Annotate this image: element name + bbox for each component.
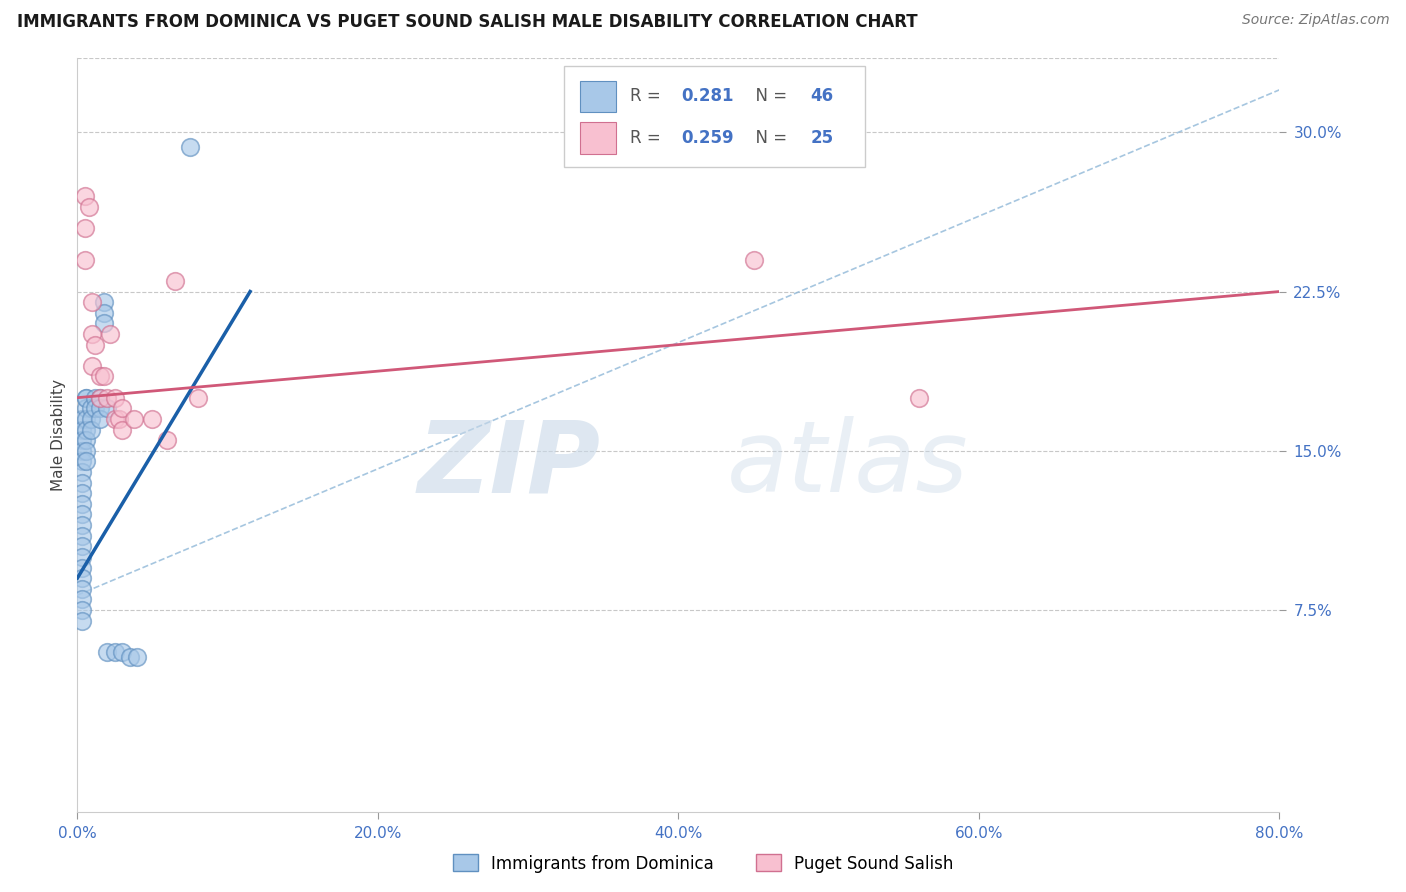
Point <box>111 401 134 416</box>
Point <box>96 391 118 405</box>
Point <box>93 295 115 310</box>
Point <box>75 401 97 416</box>
Point <box>100 326 122 341</box>
Point <box>70 603 93 617</box>
Point <box>70 475 93 490</box>
Point <box>80 423 103 437</box>
Point <box>75 391 97 405</box>
Point <box>70 486 93 500</box>
Point <box>111 645 134 659</box>
Point <box>141 412 163 426</box>
Point <box>89 391 111 405</box>
Point <box>70 423 93 437</box>
Bar <box>579 122 616 153</box>
Point <box>93 306 115 320</box>
Point <box>124 412 146 426</box>
Y-axis label: Male Disability: Male Disability <box>51 379 66 491</box>
Point <box>156 433 179 447</box>
Point <box>89 412 111 426</box>
Point <box>84 401 107 416</box>
Text: 0.281: 0.281 <box>681 87 734 105</box>
Point <box>70 518 93 533</box>
Text: ZIP: ZIP <box>418 417 600 514</box>
Point <box>70 614 93 628</box>
Point <box>75 391 97 405</box>
Point <box>108 412 131 426</box>
Text: 46: 46 <box>811 87 834 105</box>
Point <box>70 465 93 479</box>
Point <box>186 391 209 405</box>
Point <box>70 454 93 468</box>
Point <box>118 649 141 664</box>
Point <box>179 140 201 154</box>
Text: 25: 25 <box>811 128 834 147</box>
Point <box>70 529 93 543</box>
Point <box>82 326 104 341</box>
Point <box>75 412 97 426</box>
Point <box>80 412 103 426</box>
Point <box>70 549 93 564</box>
Point <box>75 454 97 468</box>
Text: Source: ZipAtlas.com: Source: ZipAtlas.com <box>1241 13 1389 28</box>
Text: atlas: atlas <box>727 417 969 514</box>
Point <box>73 252 96 267</box>
Point <box>127 649 149 664</box>
Point <box>70 571 93 585</box>
Point <box>84 391 107 405</box>
Point <box>89 391 111 405</box>
Point <box>75 443 97 458</box>
Text: 0.259: 0.259 <box>681 128 734 147</box>
Point <box>70 560 93 574</box>
Point <box>73 220 96 235</box>
Point <box>89 369 111 384</box>
Point <box>80 401 103 416</box>
Point <box>163 274 186 288</box>
Point <box>73 189 96 203</box>
Point <box>75 423 97 437</box>
Point <box>111 423 134 437</box>
FancyBboxPatch shape <box>564 65 865 168</box>
Point <box>70 582 93 596</box>
Point <box>82 295 104 310</box>
Point <box>84 337 107 351</box>
Point <box>96 401 118 416</box>
Point <box>104 645 127 659</box>
Point <box>89 401 111 416</box>
Point <box>96 645 118 659</box>
Point <box>82 359 104 373</box>
Point <box>70 508 93 522</box>
Text: N =: N = <box>745 87 792 105</box>
Point <box>93 369 115 384</box>
Legend: Immigrants from Dominica, Puget Sound Salish: Immigrants from Dominica, Puget Sound Sa… <box>446 847 960 880</box>
Point <box>104 391 127 405</box>
Point <box>75 433 97 447</box>
Point <box>70 412 93 426</box>
Point <box>70 592 93 607</box>
Point <box>908 391 931 405</box>
Point <box>70 433 93 447</box>
Text: R =: R = <box>630 128 666 147</box>
Point <box>93 317 115 331</box>
Point <box>70 497 93 511</box>
Point <box>70 539 93 553</box>
Point <box>70 443 93 458</box>
Text: R =: R = <box>630 87 666 105</box>
Text: N =: N = <box>745 128 792 147</box>
Point <box>104 412 127 426</box>
Point <box>742 252 765 267</box>
Bar <box>579 80 616 112</box>
Text: IMMIGRANTS FROM DOMINICA VS PUGET SOUND SALISH MALE DISABILITY CORRELATION CHART: IMMIGRANTS FROM DOMINICA VS PUGET SOUND … <box>17 13 918 31</box>
Point <box>79 200 101 214</box>
